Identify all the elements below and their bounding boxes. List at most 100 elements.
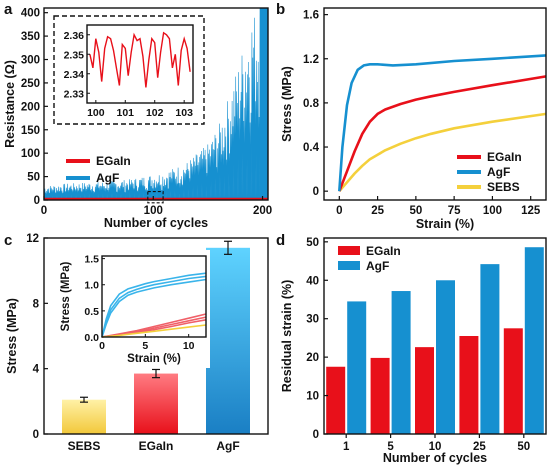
panel-a-xtick-label: 0	[41, 205, 47, 217]
inset-c-xtick-label: 0	[99, 340, 105, 352]
inset-a-ytick-label: 2.33	[64, 88, 85, 100]
panel-c-y-axis-label: Stress (MPa)	[5, 298, 19, 374]
inset-a-egain-series	[89, 31, 191, 88]
panel-b-ytick-label: 0.4	[303, 142, 320, 154]
inset-c-xtick-label: 5	[142, 340, 148, 352]
panel-c-ytick-label: 12	[26, 233, 39, 245]
panel-a-ytick-label: 50	[27, 172, 40, 184]
panel-d-x-axis-label: Number of cycles	[383, 451, 487, 465]
panel-b-xtick-label: 75	[448, 205, 461, 217]
panel-b-ytick-label: 0.8	[303, 98, 320, 110]
panel-a-x-axis-label: Number of cycles	[104, 216, 208, 230]
panel-b-ytick-label: 1.2	[303, 54, 319, 66]
legend-b-label-egain: EGaIn	[487, 150, 522, 164]
panel-label-d: d	[276, 232, 285, 249]
panel-d-xtick-label: 25	[473, 441, 486, 453]
panel-d-ytick-label: 0	[313, 429, 319, 441]
inset-c-sebs-curve	[101, 324, 207, 338]
legend-a-label-agf: AgF	[96, 171, 119, 185]
inset-c-y-axis-label: Stress (MPa)	[60, 262, 72, 332]
panel-d-ytick-label: 40	[306, 275, 319, 287]
panel-d-xtick-label: 50	[517, 441, 530, 453]
inset-a-ytick-label: 2.36	[64, 30, 85, 42]
panel-b-xtick-label: 25	[371, 205, 384, 217]
panel-b-chart: 0 0.4 0.8 1.2 1.6 0 25 50 75 100 125 Strain (%) Stre…	[280, 7, 547, 231]
panel-b-ytick-label: 0	[313, 186, 319, 198]
panel-b-xtick-label: 50	[409, 205, 422, 217]
panel-c-category-label: AgF	[216, 439, 239, 453]
panel-c-category-label: SEBS	[68, 439, 101, 453]
inset-c-agf-curve	[101, 275, 207, 338]
inset-c-x-axis-label: Strain (%)	[127, 353, 181, 365]
bar-agf-cycle-5	[391, 291, 411, 434]
bar-sebs	[62, 399, 106, 434]
sebs-stress-series	[338, 112, 547, 193]
panel-a-ytick-label: 150	[21, 125, 40, 137]
agf-stress-series	[338, 54, 547, 192]
bar-egain-cycle-25	[459, 336, 479, 434]
inset-c-agf-curve	[101, 272, 207, 338]
inset-c-agf-curve	[101, 278, 207, 338]
zoom-region-box	[147, 191, 164, 204]
panel-d-plot-frame	[323, 237, 547, 435]
legend-d-label-egain: EGaIn	[366, 244, 401, 258]
panel-c-ytick-label: 0	[33, 429, 39, 441]
bar-agf-cycle-1	[347, 301, 367, 434]
panel-c-ytick-label: 8	[33, 298, 40, 310]
panel-b-y-axis-label: Stress (MPa)	[280, 66, 294, 142]
panel-a-ytick-label: 300	[21, 55, 40, 67]
bar-egain-cycle-1	[326, 366, 346, 434]
bar-egain-cycle-5	[370, 357, 390, 434]
panel-b-x-axis-label: Strain (%)	[416, 217, 474, 231]
bar-agf-cycle-10	[436, 280, 455, 434]
inset-c-background	[58, 250, 210, 368]
panel-c-chart: SEBS EGaIn AgF 0 4 8 12 Stress (MPa) 0.0 0.5 1.0 1.…	[5, 233, 269, 453]
panel-d-xtick-label: 1	[343, 441, 350, 453]
panel-b-plot-frame	[323, 7, 547, 201]
legend-d-swatch-agf	[338, 261, 360, 270]
inset-a-xtick-label: 100	[87, 107, 105, 119]
panel-d-xtick-label: 5	[387, 441, 394, 453]
panel-a-y-axis-label: Resistance (Ω)	[3, 60, 17, 148]
inset-a-xtick-label: 102	[146, 107, 164, 119]
panel-label-a: a	[4, 1, 13, 18]
panel-b-xtick-label: 125	[521, 205, 541, 217]
bar-egain-cycle-50	[503, 328, 523, 434]
panel-label-b: b	[276, 1, 285, 18]
inset-c-ytick-label: 0.5	[84, 306, 99, 318]
legend-d-label-agf: AgF	[366, 259, 389, 273]
inset-c-ytick-label: 0.0	[84, 332, 99, 344]
panel-a-ytick-label: 200	[21, 101, 40, 113]
panel-a-ytick-label: 0	[34, 195, 40, 207]
panel-d-ytick-label: 10	[306, 391, 319, 403]
inset-a-xtick-label: 103	[175, 107, 193, 119]
panel-d-ytick-label: 50	[306, 237, 319, 249]
bar-egain-cycle-10	[415, 347, 434, 434]
panel-label-c: c	[4, 232, 12, 249]
inset-c-ytick-label: 1.5	[84, 254, 99, 266]
bar-agf-cycle-25	[480, 264, 500, 434]
panel-a-xtick-label: 200	[253, 205, 272, 217]
inset-a-xtick-label: 101	[117, 107, 135, 119]
inset-c-xtick-label: 10	[183, 340, 195, 352]
panel-c-category-label: EGaIn	[139, 439, 174, 453]
legend-b-label-agf: AgF	[487, 165, 510, 179]
egain-stress-series	[338, 75, 547, 192]
panel-c-ytick-label: 4	[33, 364, 40, 376]
bar-egain	[134, 373, 178, 434]
panel-d-chart: 1 5 10 25 50 0 10 20 30 40 50 Number of cycles Resid…	[280, 237, 547, 465]
panel-d-y-axis-label: Residual strain (%)	[280, 280, 294, 393]
panel-a-chart: 0 50 100 150 200 250 300 350 400 0 100 200 Number of…	[3, 7, 272, 230]
legend-d-swatch-egain	[338, 246, 360, 255]
inset-a-ytick-label: 2.35	[64, 49, 85, 61]
panel-b-xtick-label: 0	[336, 205, 342, 217]
panel-b-ytick-label: 1.6	[303, 10, 319, 22]
panel-b-xtick-label: 100	[483, 205, 502, 217]
panel-a-ytick-label: 400	[21, 8, 40, 20]
panel-d-ytick-label: 20	[306, 352, 319, 364]
panel-a-ytick-label: 350	[21, 31, 40, 43]
bar-agf-cycle-50	[524, 247, 544, 434]
inset-c-plot-frame	[101, 255, 207, 338]
panel-d-xtick-label: 10	[429, 441, 442, 453]
